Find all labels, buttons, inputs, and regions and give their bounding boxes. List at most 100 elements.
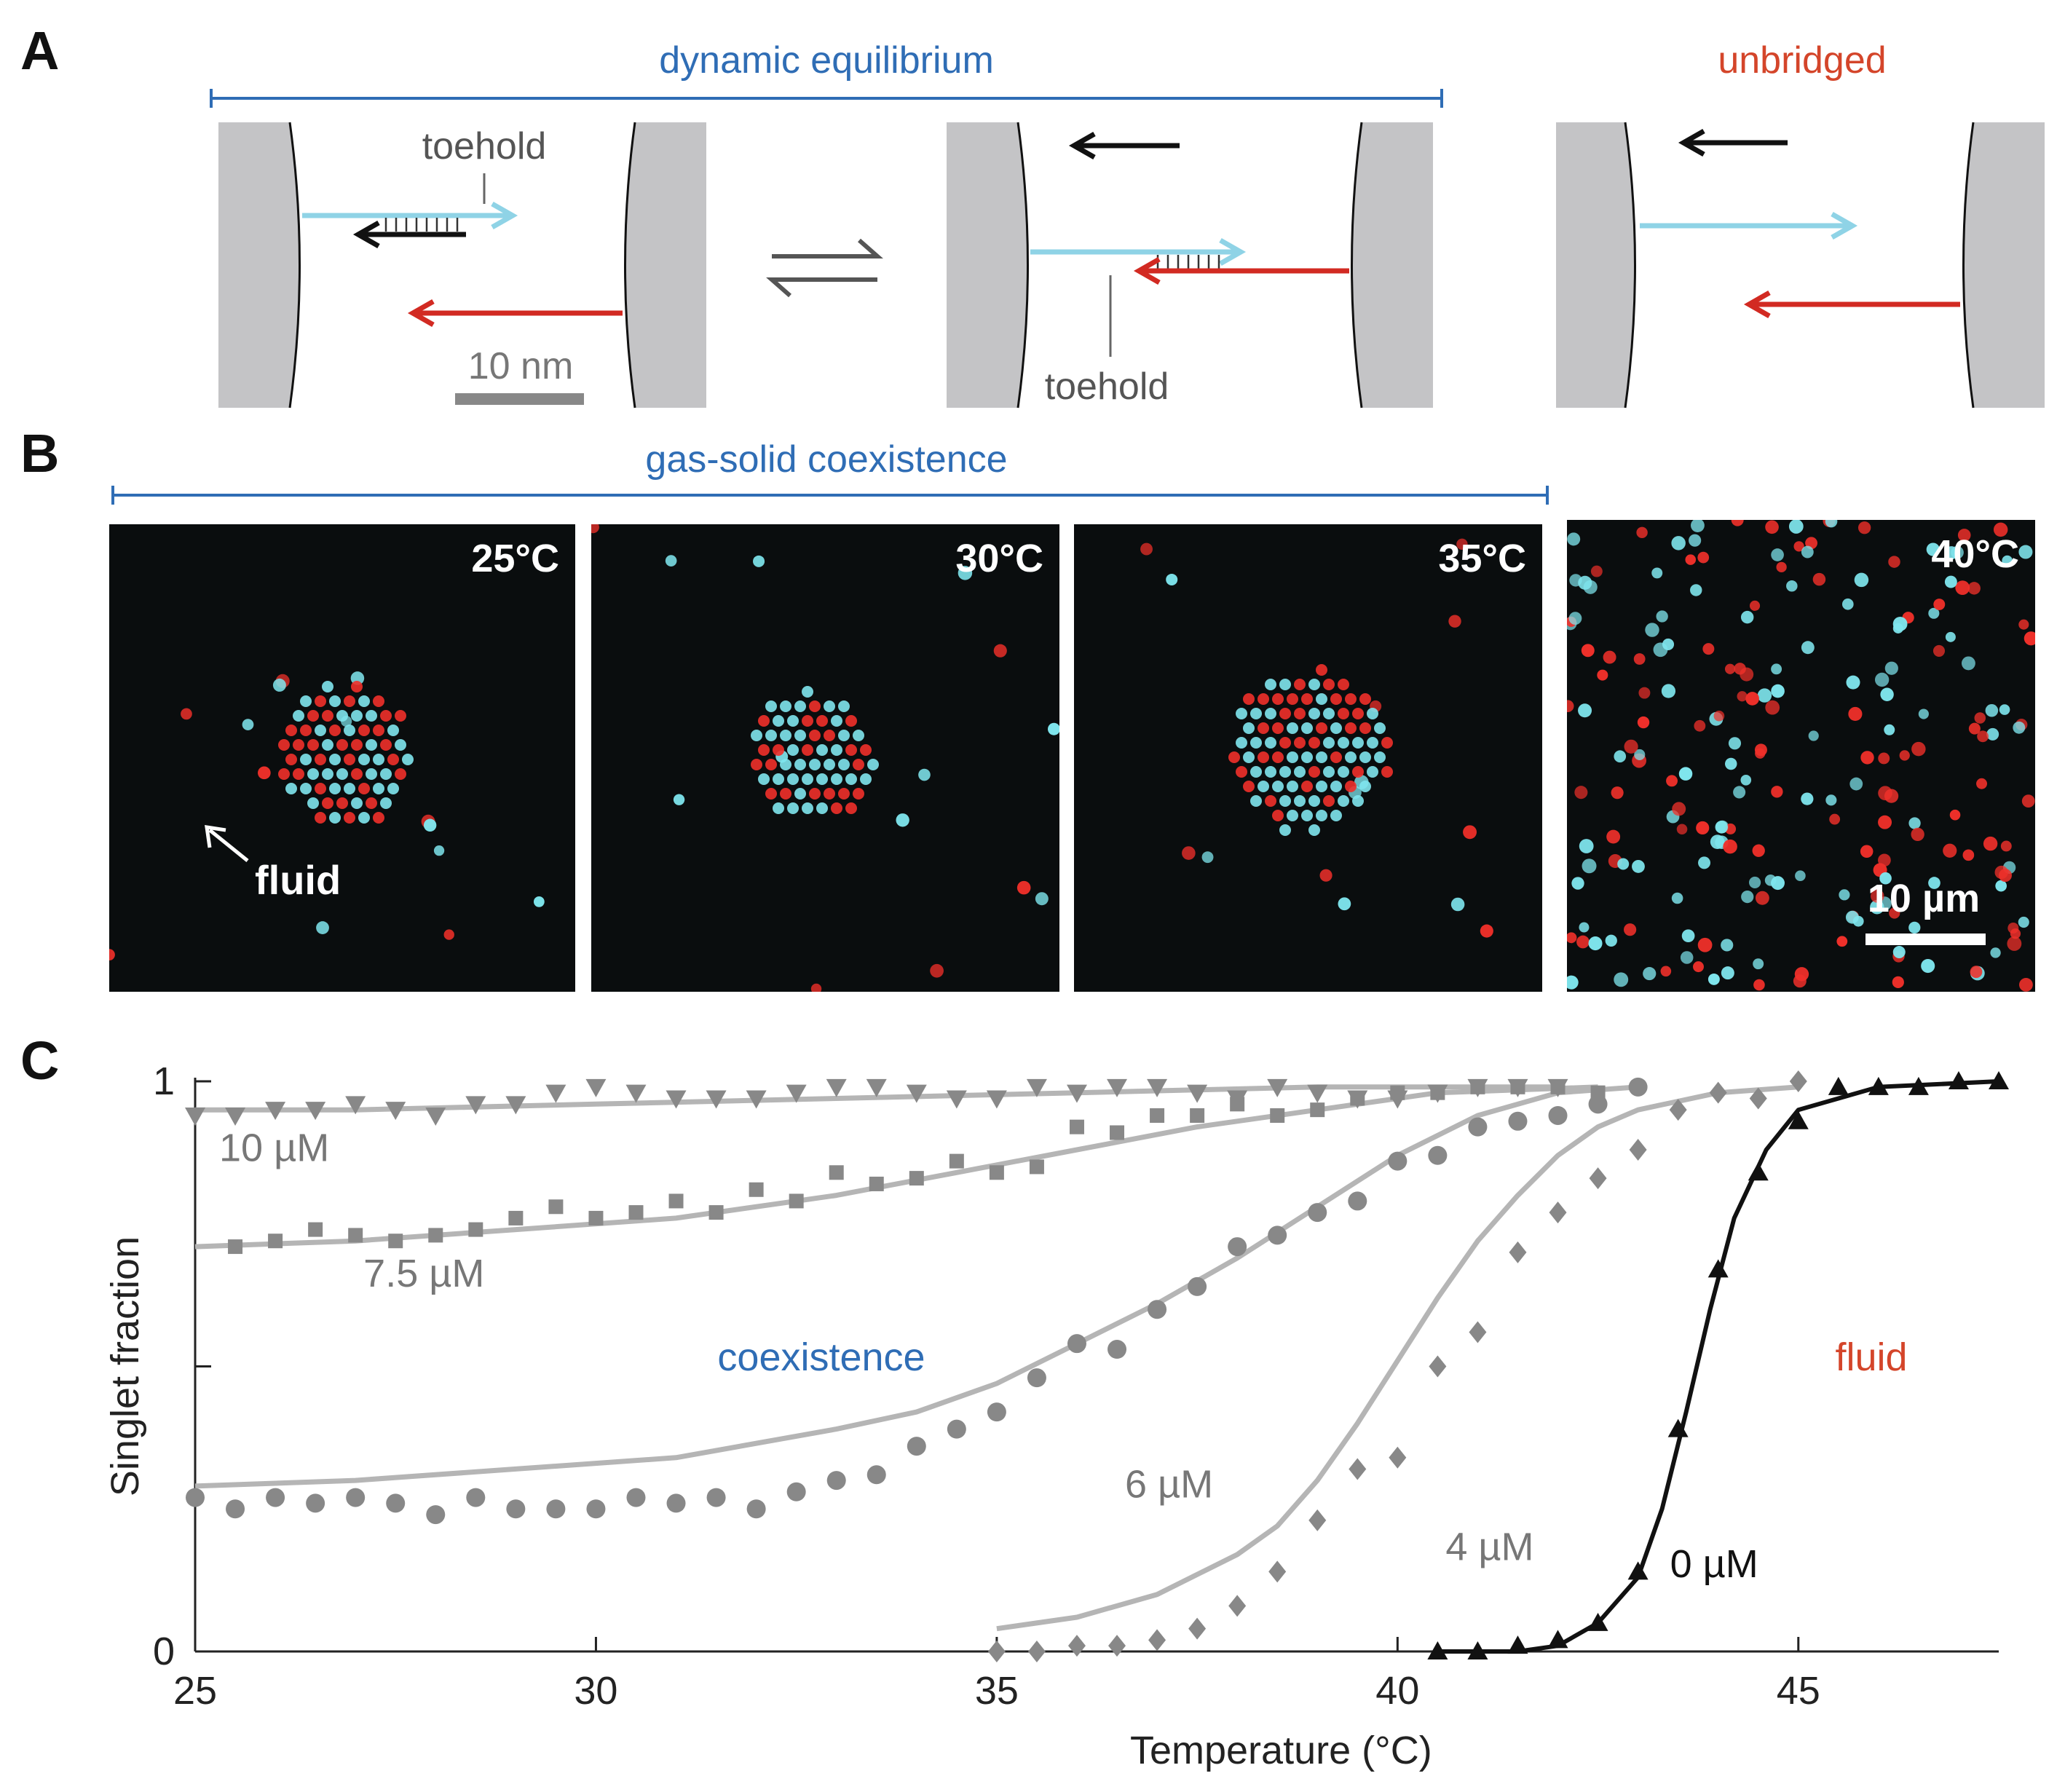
data-point (866, 1078, 887, 1097)
x-tick-label: 35 (975, 1669, 1019, 1713)
data-point (708, 1205, 724, 1220)
cyan-strand-1 (302, 201, 518, 230)
data-point (1147, 1078, 1168, 1097)
dynamic-equilibrium-bracket (210, 89, 1443, 108)
data-point (505, 1096, 526, 1115)
toehold-label-2: toehold (1045, 366, 1169, 408)
series-label: 0 µM (1670, 1542, 1758, 1586)
data-point (1467, 1641, 1488, 1659)
particle-left-1 (218, 122, 300, 408)
data-point (1508, 1111, 1528, 1131)
data-point (1469, 1321, 1487, 1343)
data-point (268, 1234, 283, 1249)
data-point (1026, 1078, 1047, 1097)
data-point (306, 1493, 325, 1513)
data-point (186, 1488, 205, 1507)
data-point (866, 1465, 886, 1485)
data-point (468, 1222, 483, 1237)
scale-bar-nm (455, 393, 584, 405)
data-point (1667, 1418, 1689, 1437)
data-point (385, 1102, 406, 1121)
data-point (1470, 1079, 1485, 1094)
data-point (1547, 1630, 1568, 1649)
data-point (1188, 1617, 1207, 1640)
data-point (1270, 1108, 1285, 1123)
panel-a-letter: A (20, 20, 59, 81)
data-point (1187, 1084, 1208, 1103)
fit-line (996, 1084, 1799, 1632)
data-point (1069, 1119, 1084, 1134)
data-point (1268, 1225, 1287, 1245)
gas-solid-bracket (111, 486, 1549, 505)
singlet-fraction-chart: 25 30 35 40 45 0 1 Temperature (°C) Singlet frac… (103, 1059, 2009, 1772)
data-point (1310, 1102, 1325, 1118)
micro-image-2: 30°C (591, 524, 1059, 992)
cyan-strand-3 (1640, 211, 1858, 240)
x-tick-label: 25 (173, 1669, 217, 1713)
data-point (625, 1084, 647, 1103)
black-strand-3 (1678, 128, 1788, 157)
temperature-label: 35°C (1438, 537, 1526, 580)
data-point (1427, 1641, 1448, 1659)
data-point (909, 1171, 924, 1186)
data-point (1388, 1151, 1407, 1171)
data-point (1029, 1159, 1044, 1175)
data-point (1428, 1145, 1448, 1165)
data-point (628, 1205, 644, 1220)
data-point (386, 1493, 406, 1513)
data-point (907, 1437, 926, 1456)
data-point (1027, 1368, 1046, 1388)
data-point (426, 1505, 446, 1525)
data-point (1150, 1108, 1165, 1123)
data-point (548, 1199, 564, 1215)
particle-pair-2: toehold (947, 122, 1433, 408)
data-point (626, 1488, 646, 1507)
data-point (986, 1090, 1007, 1109)
region-fluid-label: fluid (1835, 1335, 1907, 1379)
data-point (1268, 1560, 1287, 1583)
data-point (706, 1090, 727, 1109)
particle-pair-1: toehold 10 nm (218, 122, 706, 408)
data-point (1348, 1191, 1367, 1211)
x-tick-label: 45 (1777, 1669, 1820, 1713)
data-point (1629, 1138, 1647, 1161)
data-point (1350, 1091, 1365, 1106)
data-point (668, 1193, 684, 1209)
data-point (388, 1234, 403, 1249)
data-point (987, 1641, 1006, 1662)
data-point (585, 1078, 607, 1097)
temperature-label: 40°C (1931, 532, 2019, 576)
data-point (1066, 1084, 1087, 1103)
data-point (1828, 1076, 1849, 1095)
data-point (666, 1493, 686, 1513)
scale-label-nm: 10 nm (468, 345, 574, 387)
data-point (265, 1102, 286, 1121)
data-point (1148, 1300, 1167, 1319)
data-point (1709, 1081, 1727, 1104)
data-point (1627, 1561, 1649, 1580)
micro-image-3: 35°C (1074, 524, 1542, 992)
particle-right-2 (1351, 122, 1433, 408)
data-point (947, 1419, 966, 1439)
data-point (1509, 1241, 1527, 1263)
data-point (786, 1482, 806, 1501)
micro-image-1: 25°C fluid (109, 524, 575, 992)
data-point (746, 1499, 766, 1519)
series-label: 7.5 µM (363, 1252, 484, 1295)
crystal-cluster (751, 686, 879, 814)
dynamic-equilibrium-label: dynamic equilibrium (659, 39, 994, 82)
data-point (1589, 1167, 1607, 1190)
red-strand-1 (407, 299, 623, 328)
crystal-cluster (1228, 664, 1393, 836)
data-point (1190, 1108, 1205, 1123)
micro-image-4: 40°C 10 µm (1567, 520, 2035, 992)
data-point (465, 1096, 486, 1115)
data-point (1510, 1079, 1525, 1094)
data-point (305, 1102, 326, 1121)
scale-bar-um (1865, 934, 1986, 945)
particle-right-1 (625, 122, 706, 408)
data-point (1749, 1087, 1767, 1110)
data-point (1308, 1203, 1327, 1223)
series-triangle-up (1427, 1071, 2009, 1659)
data-point (346, 1488, 366, 1507)
